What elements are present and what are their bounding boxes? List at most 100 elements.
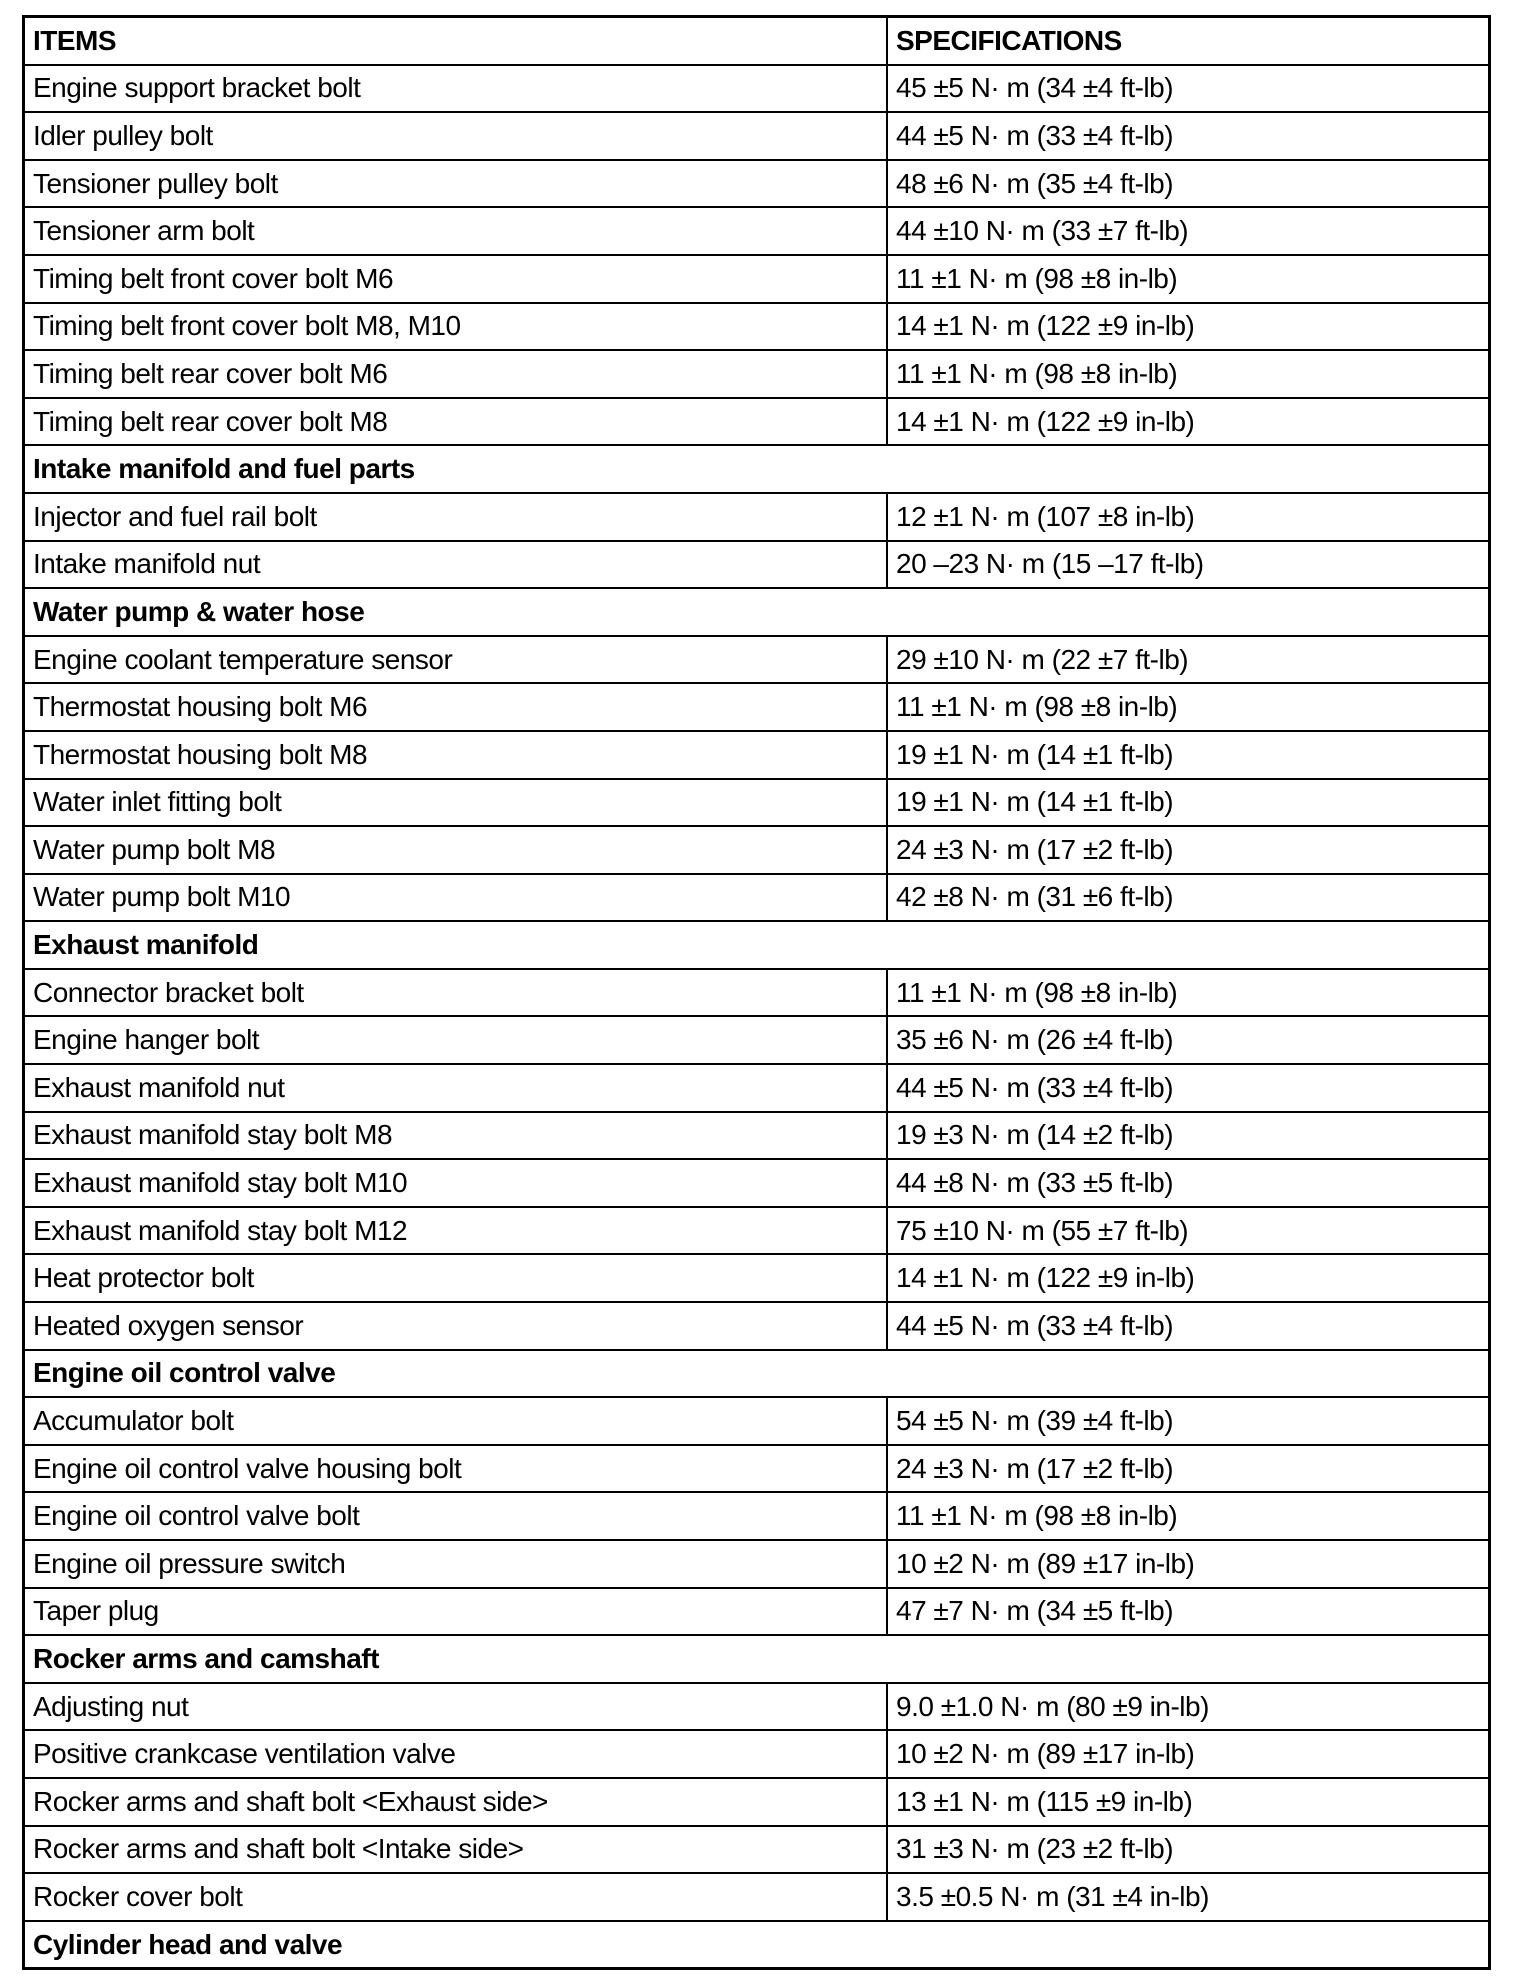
- spec-cell: 44 ±10 N· m (33 ±7 ft-lb): [886, 206, 1491, 256]
- item-cell: Exhaust manifold stay bolt M10: [22, 1158, 888, 1208]
- item-cell: Tensioner pulley bolt: [22, 158, 888, 209]
- spec-cell: 24 ±3 N· m (17 ±2 ft-lb): [886, 825, 1491, 875]
- table-row: Thermostat housing bolt M6 11 ±1 N· m (98…: [22, 682, 1491, 732]
- table-row: Heated oxygen sensor 44 ±5 N· m (33 ±4 ft…: [22, 1301, 1491, 1351]
- table-row: Injector and fuel rail bolt 12 ±1 N· m (1…: [22, 491, 1491, 542]
- table-row: Exhaust manifold stay bolt M10 44 ±8 N· m…: [22, 1158, 1491, 1208]
- table-row: Intake manifold nut 20 –23 N· m (15 –17 f…: [22, 539, 1491, 590]
- section-row: Cylinder head and valve: [22, 1919, 1491, 1970]
- table-row: Water inlet fitting bolt 19 ±1 N· m (14 ±…: [22, 777, 1491, 828]
- section-title: Intake manifold and fuel parts: [22, 444, 1491, 494]
- spec-cell: 19 ±1 N· m (14 ±1 ft-lb): [886, 729, 1491, 780]
- item-cell: Connector bracket bolt: [22, 967, 888, 1018]
- section-title: Water pump & water hose: [22, 587, 1491, 637]
- spec-cell: 31 ±3 N· m (23 ±2 ft-lb): [886, 1824, 1491, 1875]
- spec-cell: 35 ±6 N· m (26 ±4 ft-lb): [886, 1015, 1491, 1066]
- table-row: Adjusting nut 9.0 ±1.0 N· m (80 ±9 in-lb): [22, 1681, 1491, 1732]
- table-row: Timing belt rear cover bolt M8 14 ±1 N· m…: [22, 396, 1491, 447]
- spec-cell: 11 ±1 N· m (98 ±8 in-lb): [886, 1491, 1491, 1541]
- section-title: Engine oil control valve: [22, 1348, 1491, 1399]
- specifications-header: SPECIFICATIONS: [886, 15, 1491, 66]
- table-row: Accumulator bolt 54 ±5 N· m (39 ±4 ft-lb): [22, 1396, 1491, 1446]
- spec-cell: 11 ±1 N· m (98 ±8 in-lb): [886, 349, 1491, 399]
- table-row: Engine oil control valve housing bolt 24 …: [22, 1443, 1491, 1494]
- section-row: Intake manifold and fuel parts: [22, 444, 1491, 494]
- item-cell: Accumulator bolt: [22, 1396, 888, 1446]
- item-cell: Exhaust manifold stay bolt M12: [22, 1205, 888, 1256]
- item-cell: Engine oil pressure switch: [22, 1539, 888, 1589]
- spec-cell: 14 ±1 N· m (122 ±9 in-lb): [886, 396, 1491, 447]
- item-cell: Timing belt rear cover bolt M8: [22, 396, 888, 447]
- table-header-row: ITEMS SPECIFICATIONS: [22, 15, 1491, 66]
- table-row: Heat protector bolt 14 ±1 N· m (122 ±9 in…: [22, 1253, 1491, 1304]
- item-cell: Engine oil control valve bolt: [22, 1491, 888, 1541]
- item-cell: Exhaust manifold stay bolt M8: [22, 1110, 888, 1161]
- table-row: Idler pulley bolt 44 ±5 N· m (33 ±4 ft-lb…: [22, 111, 1491, 161]
- table-row: Water pump bolt M10 42 ±8 N· m (31 ±6 ft-…: [22, 872, 1491, 923]
- table-row: Engine hanger bolt 35 ±6 N· m (26 ±4 ft-l…: [22, 1015, 1491, 1066]
- item-cell: Water pump bolt M8: [22, 825, 888, 875]
- section-row: Exhaust manifold: [22, 920, 1491, 970]
- item-cell: Exhaust manifold nut: [22, 1063, 888, 1113]
- item-cell: Thermostat housing bolt M8: [22, 729, 888, 780]
- item-cell: Timing belt rear cover bolt M6: [22, 349, 888, 399]
- table-row: Connector bracket bolt 11 ±1 N· m (98 ±8 …: [22, 967, 1491, 1018]
- item-cell: Adjusting nut: [22, 1681, 888, 1732]
- item-cell: Engine coolant temperature sensor: [22, 634, 888, 685]
- spec-cell: 20 –23 N· m (15 –17 ft-lb): [886, 539, 1491, 590]
- table-row: Timing belt front cover bolt M8, M10 14 ±…: [22, 301, 1491, 352]
- item-cell: Engine oil control valve housing bolt: [22, 1443, 888, 1494]
- spec-cell: 75 ±10 N· m (55 ±7 ft-lb): [886, 1205, 1491, 1256]
- item-cell: Rocker arms and shaft bolt <Intake side>: [22, 1824, 888, 1875]
- spec-cell: 45 ±5 N· m (34 ±4 ft-lb): [886, 63, 1491, 114]
- spec-cell: 29 ±10 N· m (22 ±7 ft-lb): [886, 634, 1491, 685]
- item-cell: Heated oxygen sensor: [22, 1301, 888, 1351]
- spec-cell: 11 ±1 N· m (98 ±8 in-lb): [886, 682, 1491, 732]
- item-cell: Rocker cover bolt: [22, 1872, 888, 1922]
- spec-cell: 42 ±8 N· m (31 ±6 ft-lb): [886, 872, 1491, 923]
- spec-cell: 14 ±1 N· m (122 ±9 in-lb): [886, 1253, 1491, 1304]
- item-cell: Injector and fuel rail bolt: [22, 491, 888, 542]
- spec-cell: 19 ±3 N· m (14 ±2 ft-lb): [886, 1110, 1491, 1161]
- spec-cell: 10 ±2 N· m (89 ±17 in-lb): [886, 1539, 1491, 1589]
- table-row: Engine support bracket bolt 45 ±5 N· m (3…: [22, 63, 1491, 114]
- item-cell: Timing belt front cover bolt M8, M10: [22, 301, 888, 352]
- table-row: Positive crankcase ventilation valve 10 ±…: [22, 1729, 1491, 1779]
- table-row: Tensioner pulley bolt 48 ±6 N· m (35 ±4 f…: [22, 158, 1491, 209]
- spec-cell: 48 ±6 N· m (35 ±4 ft-lb): [886, 158, 1491, 209]
- table-row: Rocker arms and shaft bolt <Intake side>…: [22, 1824, 1491, 1875]
- spec-cell: 44 ±5 N· m (33 ±4 ft-lb): [886, 1063, 1491, 1113]
- table-row: Timing belt rear cover bolt M6 11 ±1 N· m…: [22, 349, 1491, 399]
- spec-cell: 9.0 ±1.0 N· m (80 ±9 in-lb): [886, 1681, 1491, 1732]
- spec-cell: 3.5 ±0.5 N· m (31 ±4 in-lb): [886, 1872, 1491, 1922]
- table-row: Taper plug 47 ±7 N· m (34 ±5 ft-lb): [22, 1586, 1491, 1637]
- table-row: Tensioner arm bolt 44 ±10 N· m (33 ±7 ft-…: [22, 206, 1491, 256]
- spec-cell: 11 ±1 N· m (98 ±8 in-lb): [886, 253, 1491, 304]
- section-row: Engine oil control valve: [22, 1348, 1491, 1399]
- table-row: Engine oil control valve bolt 11 ±1 N· m …: [22, 1491, 1491, 1541]
- table-row: Timing belt front cover bolt M6 11 ±1 N· …: [22, 253, 1491, 304]
- section-title: Cylinder head and valve: [22, 1919, 1491, 1970]
- spec-cell: 13 ±1 N· m (115 ±9 in-lb): [886, 1776, 1491, 1827]
- item-cell: Positive crankcase ventilation valve: [22, 1729, 888, 1779]
- table-row: Rocker cover bolt 3.5 ±0.5 N· m (31 ±4 in…: [22, 1872, 1491, 1922]
- table-row: Exhaust manifold nut 44 ±5 N· m (33 ±4 ft…: [22, 1063, 1491, 1113]
- item-cell: Engine hanger bolt: [22, 1015, 888, 1066]
- table-row: Engine coolant temperature sensor 29 ±10 …: [22, 634, 1491, 685]
- spec-cell: 44 ±5 N· m (33 ±4 ft-lb): [886, 1301, 1491, 1351]
- item-cell: Water pump bolt M10: [22, 872, 888, 923]
- torque-spec-table: ITEMS SPECIFICATIONS Engine support brac…: [22, 15, 1491, 1971]
- section-title: Rocker arms and camshaft: [22, 1634, 1491, 1684]
- section-title: Exhaust manifold: [22, 920, 1491, 970]
- item-cell: Water inlet fitting bolt: [22, 777, 888, 828]
- spec-cell: 12 ±1 N· m (107 ±8 in-lb): [886, 491, 1491, 542]
- spec-cell: 44 ±5 N· m (33 ±4 ft-lb): [886, 111, 1491, 161]
- spec-cell: 47 ±7 N· m (34 ±5 ft-lb): [886, 1586, 1491, 1637]
- item-cell: Thermostat housing bolt M6: [22, 682, 888, 732]
- spec-cell: 44 ±8 N· m (33 ±5 ft-lb): [886, 1158, 1491, 1208]
- table-row: Exhaust manifold stay bolt M12 75 ±10 N· …: [22, 1205, 1491, 1256]
- item-cell: Engine support bracket bolt: [22, 63, 888, 114]
- item-cell: Rocker arms and shaft bolt <Exhaust side…: [22, 1776, 888, 1827]
- spec-cell: 54 ±5 N· m (39 ±4 ft-lb): [886, 1396, 1491, 1446]
- item-cell: Timing belt front cover bolt M6: [22, 253, 888, 304]
